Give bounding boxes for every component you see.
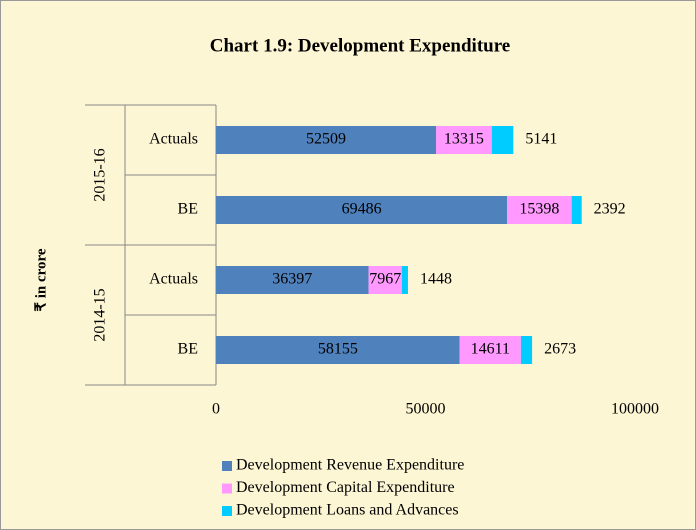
- bar-segment: [507, 196, 572, 224]
- y-tick-label: Actuals: [149, 131, 198, 148]
- legend-swatch: [222, 461, 232, 471]
- x-tick-label: 0: [212, 401, 220, 418]
- legend-label: Development Loans and Advances: [236, 502, 459, 519]
- x-tick-label: 50000: [406, 401, 446, 418]
- x-tick-label: 100000: [611, 401, 659, 418]
- y-axis-label: ₹ in crore: [33, 248, 49, 311]
- bar-segment: [459, 336, 521, 364]
- data-label: 69486: [342, 201, 382, 218]
- legend-label: Development Revenue Expenditure: [236, 457, 464, 474]
- data-label: 2673: [544, 341, 576, 358]
- y-tick-label: BE: [178, 201, 198, 218]
- bar-segment: [436, 126, 492, 154]
- bar-segment: [401, 266, 408, 294]
- data-label: 36397: [272, 271, 312, 288]
- bar-segment: [368, 266, 402, 294]
- group-label: 2015-16: [92, 148, 109, 201]
- data-label: 7967: [369, 271, 401, 288]
- chart-title: Chart 1.9: Development Expenditure: [210, 35, 510, 56]
- data-label: 58155: [318, 341, 358, 358]
- data-label: 52509: [306, 131, 346, 148]
- bar-segment: [520, 336, 533, 364]
- y-tick-label: Actuals: [149, 271, 198, 288]
- bar-segment: [571, 196, 582, 224]
- y-tick-label: BE: [178, 341, 198, 358]
- legend-swatch: [222, 506, 232, 516]
- legend-label: Development Capital Expenditure: [236, 479, 455, 496]
- bar-segment: [216, 336, 460, 364]
- data-label: 15398: [519, 201, 559, 218]
- data-label: 5141: [525, 131, 557, 148]
- bar-segment: [216, 126, 437, 154]
- data-label: 1448: [420, 271, 452, 288]
- bar-segment: [216, 196, 508, 224]
- bar-segment: [216, 266, 369, 294]
- data-label: 13315: [444, 131, 484, 148]
- bar-segment: [491, 126, 514, 154]
- group-label: 2014-15: [92, 288, 109, 341]
- data-label: 2392: [594, 201, 626, 218]
- data-label: 14611: [471, 341, 510, 358]
- legend-swatch: [222, 483, 232, 494]
